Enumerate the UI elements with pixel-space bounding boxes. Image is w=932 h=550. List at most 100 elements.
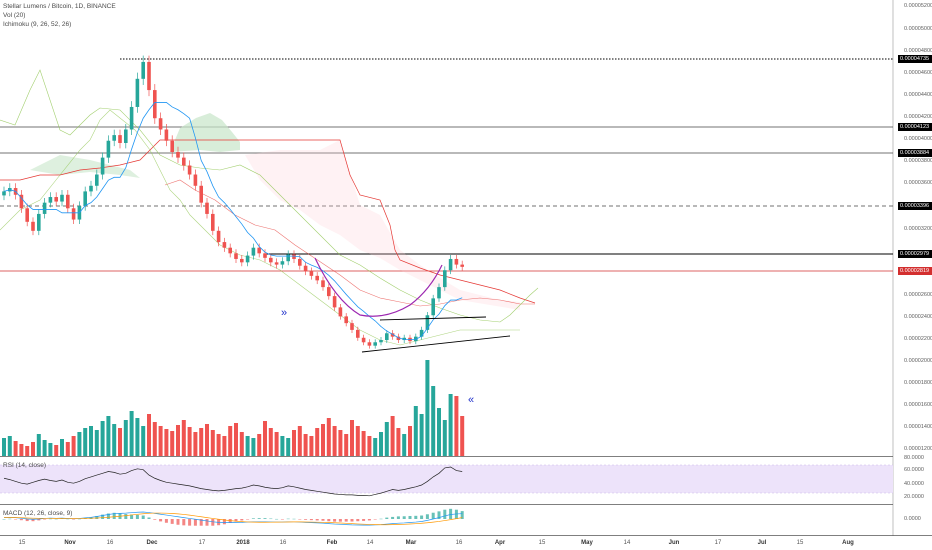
macd-axis-zero: 0.0000 (904, 516, 921, 522)
time-axis-label: Feb (326, 540, 338, 546)
legend-rsi[interactable]: RSI (14, close) (3, 462, 46, 469)
candle-body (315, 275, 319, 281)
macd-hist-bar (130, 514, 134, 519)
candle-body (100, 157, 105, 175)
price-axis-label: 0.00001600 (904, 402, 932, 408)
candle-body (251, 247, 256, 256)
candle-body (71, 208, 76, 220)
macd-signal-line (3, 512, 463, 526)
candle-body (240, 258, 244, 263)
time-axis-label: Jun (668, 540, 680, 546)
volume-bar (454, 396, 459, 456)
volume-bar (83, 428, 88, 456)
candle-body (390, 333, 395, 337)
candle-body (332, 296, 337, 308)
macd-hist-bar (95, 515, 99, 519)
volume-bar (210, 430, 215, 456)
macd-hist-bar (25, 519, 29, 522)
macd-hist-bar (385, 517, 389, 519)
macd-hist-bar (19, 519, 23, 521)
macd-hist-bar (188, 519, 192, 526)
macd-hist-bar (454, 509, 458, 519)
legend-macd[interactable]: MACD (12, 26, close, 9) (3, 510, 73, 517)
volume-bar (350, 420, 354, 456)
volume-bar (42, 440, 47, 456)
volume-bar (65, 442, 70, 456)
price-axis-label: 0.00001200 (904, 446, 932, 452)
macd-hist-bar (292, 518, 296, 520)
level-tag-4735: 0.00004735 (898, 55, 932, 63)
annotation-arrow-left: » (281, 307, 287, 319)
rsi-axis-20: 20.0000 (904, 494, 924, 500)
macd-hist-bar (246, 519, 250, 520)
candle-body (419, 329, 424, 337)
volume-bar (402, 434, 407, 456)
volume-bar (460, 416, 465, 456)
candle-body (379, 340, 383, 343)
volume-bar (379, 432, 383, 456)
macd-hist-bar (48, 518, 52, 520)
candle-body (344, 316, 348, 324)
macd-hist-bar (449, 508, 453, 519)
level-tag-4123: 0.00004123 (898, 123, 932, 131)
volume-bar (396, 428, 401, 456)
volume-bar (170, 431, 175, 456)
candle-body (443, 270, 447, 288)
macd-hist-bar (286, 518, 290, 520)
candle-body (205, 202, 209, 214)
candle-body (158, 118, 163, 130)
candle-body (135, 78, 140, 107)
rsi-band (0, 465, 893, 493)
price-axis-label: 0.00002600 (904, 292, 932, 298)
candle-body (48, 197, 53, 203)
volume-bar (274, 432, 279, 456)
volume-bar (384, 422, 389, 456)
ichimoku-senkou-a (0, 109, 520, 346)
legend-main[interactable]: Stellar Lumens / Bitcoin, 1D, BINANCE (3, 3, 116, 10)
volume-bar (222, 436, 227, 456)
macd-hist-bar (234, 519, 238, 522)
volume-bar (338, 430, 343, 456)
candle-body (60, 194, 64, 202)
volume-bar (25, 446, 30, 456)
volume-bar (7, 436, 12, 456)
volume-bar (118, 428, 122, 456)
candle-body (361, 337, 366, 343)
legend-volume[interactable]: Vol (20) (3, 12, 26, 19)
price-panel (0, 0, 893, 456)
macd-hist-bar (135, 514, 139, 519)
time-axis-label: 2018 (236, 540, 250, 546)
candle-body (396, 336, 401, 341)
candle-body (25, 208, 29, 222)
volume-bars (2, 360, 465, 456)
macd-hist-bar (112, 512, 116, 519)
time-axis-label: 15 (796, 540, 804, 546)
support-trendline (361, 335, 511, 353)
rsi-axis-40: 40.0000 (904, 481, 924, 487)
volume-bar (286, 438, 291, 456)
legend-ichimoku[interactable]: Ichimoku (9, 26, 52, 26) (3, 21, 72, 28)
candle-body (280, 261, 285, 265)
time-axis-label: 17 (198, 540, 206, 546)
volume-bar (216, 434, 221, 456)
volume-bar (19, 444, 24, 456)
price-axis-label: 0.00004600 (904, 70, 932, 76)
macd-hist-bar (124, 514, 128, 519)
candle-body (309, 271, 314, 276)
price-axis-label: 0.00005200 (904, 3, 932, 9)
candle-body (222, 242, 227, 248)
candle-body (118, 135, 122, 143)
volume-bar (129, 411, 134, 456)
macd-hist-bar (199, 519, 203, 526)
volume-bar (158, 426, 163, 456)
volume-bar (141, 426, 146, 456)
macd-hist-bar (8, 518, 12, 520)
time-axis-label: 16 (455, 540, 463, 546)
candle-body (327, 287, 331, 297)
candle-body (193, 174, 198, 186)
macd-hist-bar (77, 518, 81, 520)
candlesticks[interactable] (2, 55, 464, 349)
candle-body (269, 257, 273, 263)
time-axis-label: Dec (146, 540, 158, 546)
